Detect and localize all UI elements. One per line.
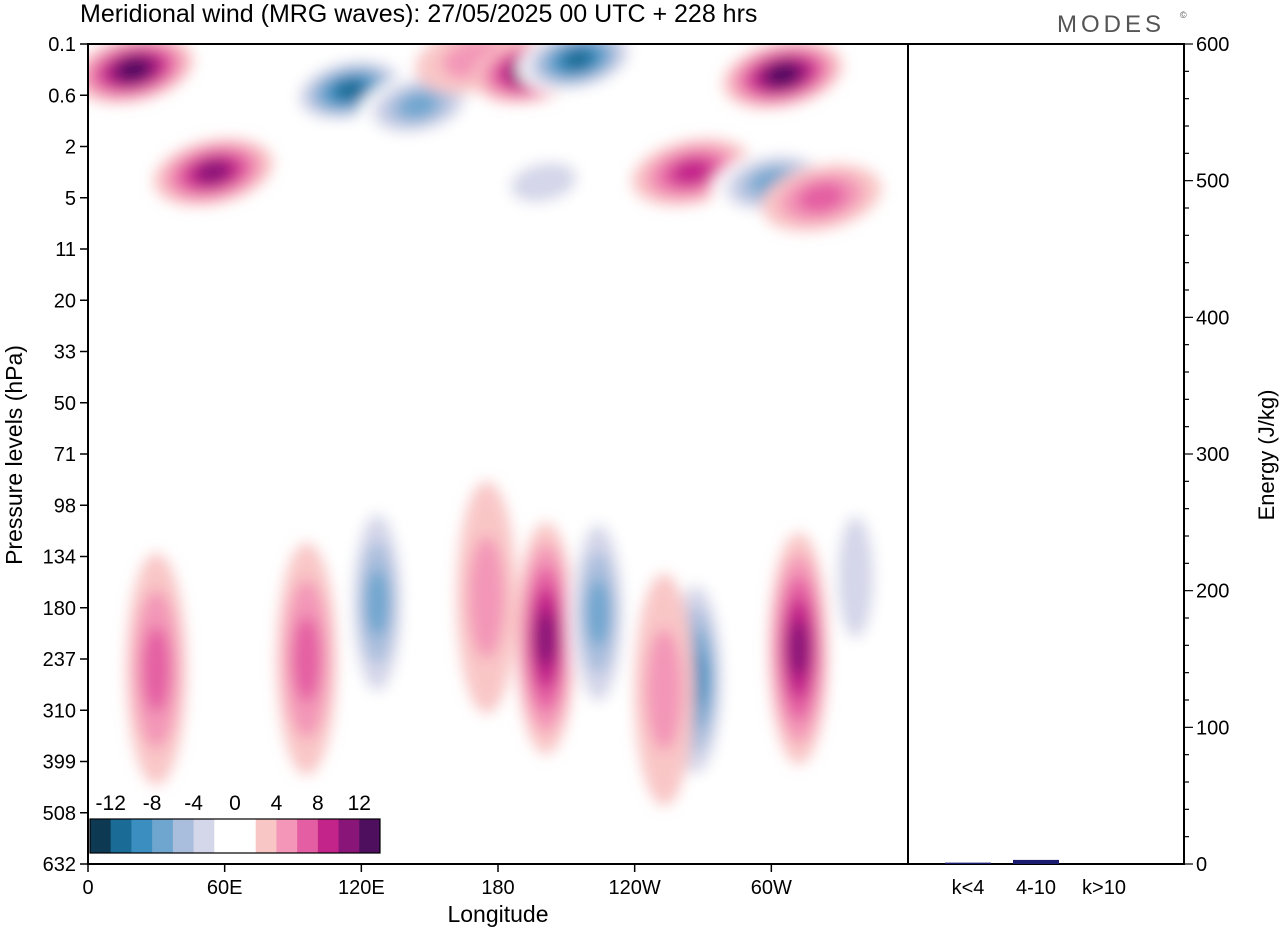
energy-category-label: k<4 [952, 877, 985, 899]
energy-bar [945, 862, 991, 864]
positive-wind-contour [646, 628, 683, 751]
positive-wind-contour [672, 159, 712, 186]
colorbar-swatch [317, 819, 340, 853]
energy-tick-label: 300 [1196, 444, 1229, 466]
colorbar-swatch [90, 819, 112, 853]
y-tick-label: 134 [43, 547, 76, 569]
colorbar-swatch [193, 819, 215, 853]
colorbar-label: 4 [271, 792, 283, 815]
modes-logo: MODES [1057, 11, 1165, 38]
colorbar-swatch [359, 819, 381, 853]
y-tick-label: 2 [65, 137, 76, 159]
y-tick-label: 632 [43, 854, 76, 876]
y-tick-label: 310 [43, 700, 76, 722]
energy-category-label: 4-10 [1016, 877, 1056, 899]
positive-wind-contour [468, 536, 505, 659]
negative-wind-contour [562, 48, 593, 70]
colorbar-swatch [235, 819, 257, 853]
energy-axis: 0 100 200 300 400 500 600 [1184, 34, 1229, 876]
energy-tick-label: 400 [1196, 307, 1229, 329]
y-tick-label: 0.6 [48, 85, 76, 107]
colorbar-swatch [152, 819, 174, 853]
energy-tick-label: 500 [1196, 171, 1229, 193]
colorbar-swatch [276, 819, 298, 853]
y-tick-label: 98 [54, 495, 76, 517]
energy-category-label: k>10 [1082, 877, 1126, 899]
y-tick-label: 71 [54, 444, 76, 466]
negative-wind-contour [365, 569, 390, 637]
energy-tick-label: 600 [1196, 34, 1229, 56]
colorbar-swatch [214, 819, 236, 853]
colorbar-label: 8 [312, 792, 324, 815]
negative-wind-contour [837, 516, 874, 638]
colorbar-label: -8 [143, 792, 162, 815]
y-tick-label: 50 [54, 393, 76, 415]
y-tick-label: 33 [54, 342, 76, 364]
x-tick-label: 0 [82, 877, 93, 899]
positive-wind-contour [797, 182, 846, 213]
colorbar-label: -4 [184, 792, 203, 815]
negative-wind-contour [398, 92, 438, 119]
x-tick-label: 60E [207, 877, 243, 899]
logo-mark: © [1180, 10, 1191, 20]
colorbar-label: -12 [96, 792, 126, 815]
colorbar-swatch [297, 819, 319, 853]
colorbar-swatch [131, 819, 153, 853]
x-tick-label: 180 [481, 877, 514, 899]
positive-wind-contour [787, 620, 810, 677]
energy-tick-label: 100 [1196, 717, 1229, 739]
x-tick-label: 120E [338, 877, 385, 899]
positive-wind-contour [118, 59, 149, 81]
colorbar-label: 0 [229, 792, 241, 815]
pressure-axis: 0.1 0.6 2 5 11 20 33 50 71 98 134 180 237 310 399 508 63… [43, 34, 88, 876]
colorbar-swatch [172, 819, 195, 853]
y-tick-label: 0.1 [48, 34, 76, 56]
x-tick-label: 120W [609, 877, 661, 899]
colorbar-swatch [110, 819, 132, 853]
x-axis-label: Longitude [447, 901, 548, 927]
energy-tick-label: 200 [1196, 581, 1229, 603]
y-tick-label: 5 [65, 188, 76, 210]
energy-tick-label: 0 [1196, 854, 1207, 876]
positive-wind-contour [535, 610, 557, 667]
y-tick-label: 20 [54, 290, 76, 312]
y-tick-label: 508 [43, 803, 76, 825]
negative-wind-contour [510, 162, 577, 203]
positive-wind-contour [292, 616, 321, 702]
colorbar-swatch [338, 819, 360, 853]
contour-layer [88, 44, 886, 806]
y-tick-label: 399 [43, 752, 76, 774]
x-tick-label: 60W [751, 877, 792, 899]
negative-wind-contour [586, 579, 611, 647]
y-tick-label: 11 [55, 239, 76, 261]
chart-title: Meridional wind (MRG waves): 27/05/2025 … [80, 0, 757, 28]
energy-bars [945, 859, 1059, 864]
energy-panel: 0 100 200 300 400 500 600 k<4 4-10 k>10 Energy (… [907, 34, 1279, 899]
colorbar-frame [89, 818, 381, 854]
energy-bar [1013, 859, 1059, 864]
colorbar-label: 12 [348, 792, 371, 815]
y-axis-label: Pressure levels (hPa) [1, 345, 27, 565]
positive-wind-contour [767, 64, 798, 86]
colorbar-swatch [255, 819, 277, 853]
longitude-axis: 0 60E 120E 180 120W 60W [82, 864, 792, 899]
energy-axis-label: Energy (J/kg) [1254, 390, 1279, 521]
contour-plot: 0.1 0.6 2 5 11 20 33 50 71 98 134 180 237 310 399 508 63… [1, 34, 909, 927]
energy-categories: k<4 4-10 k>10 [952, 877, 1126, 899]
y-tick-label: 180 [43, 598, 76, 620]
positive-wind-contour [196, 160, 231, 184]
contour-field [88, 44, 886, 806]
energy-frame [907, 43, 1185, 865]
positive-wind-contour [142, 626, 171, 712]
y-tick-label: 237 [43, 649, 76, 671]
colorbar: -12 -8 -4 0 4 8 12 [89, 792, 381, 854]
negative-wind-contour [334, 79, 365, 101]
